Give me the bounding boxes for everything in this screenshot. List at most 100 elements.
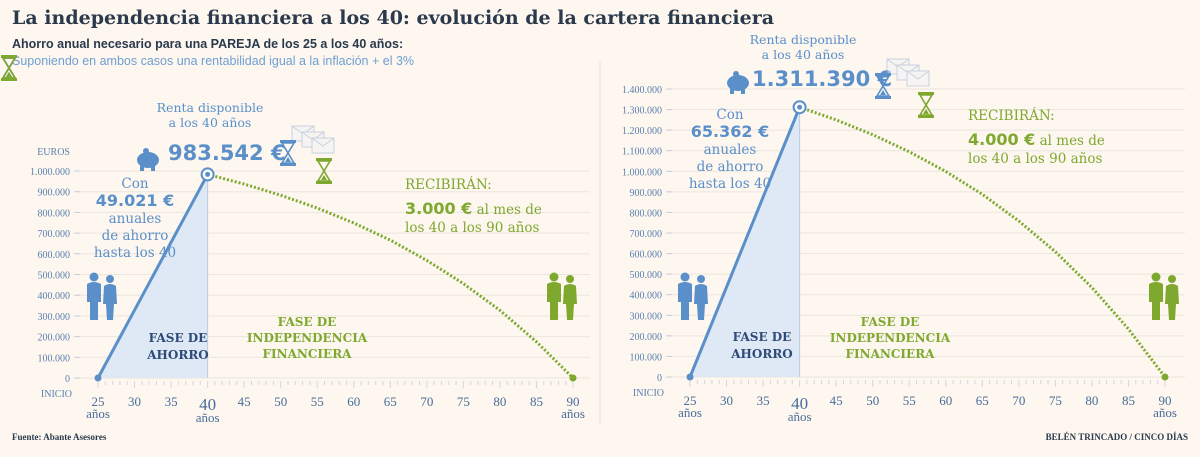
x-tick-unit: años [788,409,812,424]
savings-label-2: anuales [704,142,757,158]
x-tick-unit: años [561,406,585,421]
withdrawal-line [207,172,575,380]
person-body [694,284,708,320]
renta-label: Renta disponible [157,100,264,115]
hourglass-sand [880,90,886,95]
x-tick-unit: años [678,405,702,420]
envelopes-icon [291,125,335,154]
y-tick-label: 300.000 [630,311,663,322]
phase-independence-label: FASE DE [278,315,337,329]
x-tick-label: 25 [92,394,105,409]
person-head [549,272,559,282]
y-tick-label: 800.000 [630,208,663,219]
savings-label-2: anuales [109,211,162,227]
hourglass-icon [918,92,934,118]
x-tick-label: 85 [1122,393,1135,408]
x-tick-label: 60 [939,393,952,408]
peak-point-center [205,171,211,177]
monthly-income-value: 4.000 € [968,130,1035,149]
savings-label-3: de ahorro [102,228,169,244]
y-tick-label: 1.100.000 [622,147,662,158]
savings-label-4: hasta los 40 [94,245,176,261]
y-tick-label: 500.000 [630,270,663,281]
y-tick-label: 1.000.000 [30,167,70,178]
hourglass-cap [316,181,332,184]
x-tick-label: 80 [1085,393,1098,408]
piggy-body [727,75,749,91]
end-point [569,374,577,382]
peak-point-center [797,104,803,110]
monthly-income-text: al mes de [1035,133,1105,149]
x-tick-label: 65 [384,394,397,409]
credit-note: BELÉN TRINCADO / CINCO DÍAS [1046,432,1188,442]
phase-saving-label-2: AHORRO [146,348,209,362]
person-body [87,282,101,320]
person-head [1151,272,1161,282]
person-head [697,275,705,283]
envelope-flap [291,125,315,135]
receive-period: los 40 a los 90 años [968,151,1102,167]
piggy-coin [143,148,149,154]
piggy-leg [741,88,745,94]
x-tick-unit: años [196,410,220,425]
x-origin-label: INICIO [41,389,72,400]
x-origin-label: INICIO [633,388,664,399]
phase-saving-label-2: AHORRO [730,347,793,361]
y-tick-label: 200.000 [630,332,663,343]
retired-couple-icon [1149,272,1179,320]
person-body [1165,284,1179,320]
x-tick-label: 60 [347,394,360,409]
x-tick-label: 25 [684,393,697,408]
hourglass-glass [1,57,17,79]
hourglass-icon [316,158,332,184]
young-couple-icon [678,272,708,320]
x-tick-label: 65 [976,393,989,408]
person-head [106,275,114,283]
source-note: Fuente: Abante Asesores [12,432,107,442]
x-tick-label: 50 [866,393,879,408]
y-tick-label: 1.400.000 [622,85,662,96]
piggy-bank-icon [137,148,159,171]
piggy-leg [151,165,155,171]
x-tick-label: 40 [199,395,216,414]
savings-line [96,173,209,379]
envelope-flap [896,64,920,74]
x-tick-label: 45 [238,394,251,409]
x-tick-label: 70 [420,394,433,409]
person-body [1149,282,1163,320]
savings-label: Con [716,107,743,123]
y-tick-label: 600.000 [630,250,663,261]
receive-label: RECIBIRÁN: [968,108,1055,124]
envelope [906,70,930,87]
hourglass-cap [280,140,296,143]
y-tick-label: 700.000 [630,229,663,240]
renta-value: 1.311.390 € [752,67,892,91]
y-tick-label: 700.000 [38,229,71,240]
envelope [301,131,325,148]
person-head [566,275,574,283]
y-axis-title: EUROS [37,147,70,158]
hourglass-cap [316,158,332,161]
x-tick-label: 35 [165,394,178,409]
y-tick-label: 900.000 [38,188,71,199]
x-tick-label: 75 [1049,393,1062,408]
annual-savings-value: 65.362 € [691,122,769,141]
person-head [1168,275,1176,283]
phase-independence-label: FASE DE [861,315,920,329]
monthly-income-value: 3.000 € [405,199,472,218]
y-tick-label: 600.000 [38,250,71,261]
end-point [1161,373,1169,381]
y-tick-label: 0 [657,373,662,384]
envelope [886,58,910,75]
phase-independence-label-3: FINANCIERA [263,347,353,361]
envelope-flap [886,58,910,68]
person-body [103,284,117,320]
x-tick-label: 35 [757,393,770,408]
y-tick-label: 1.300.000 [622,106,662,117]
monthly-income-text: al mes de [472,202,542,218]
x-tick-label: 75 [457,394,470,409]
hourglass-glass [918,94,934,116]
hourglass-cap [875,96,891,99]
y-tick-label: 800.000 [38,208,71,219]
